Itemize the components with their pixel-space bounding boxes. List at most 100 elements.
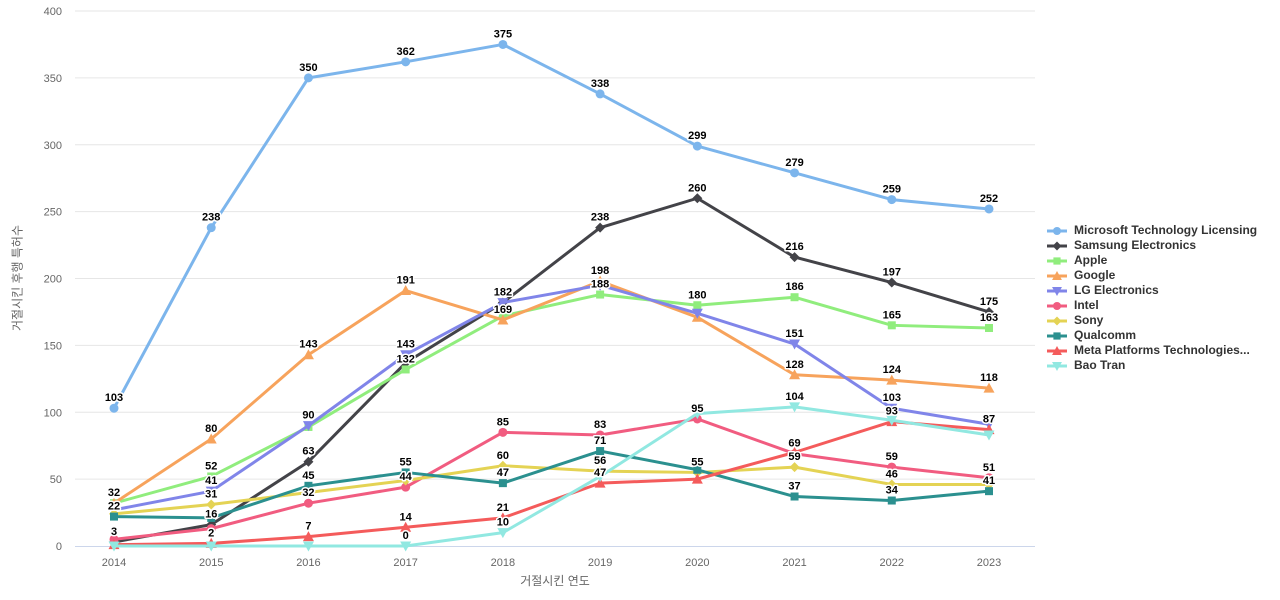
square-marker[interactable] — [985, 487, 993, 496]
circle-marker[interactable] — [206, 223, 216, 233]
diamond-marker[interactable] — [886, 277, 897, 288]
square-marker[interactable] — [1053, 331, 1061, 340]
triangle-down-marker[interactable] — [400, 350, 412, 361]
triangle-down-marker[interactable] — [886, 415, 898, 426]
series-line[interactable] — [112, 420, 991, 547]
triangle-marker[interactable] — [400, 521, 412, 532]
square-marker[interactable] — [207, 472, 216, 481]
triangle-marker[interactable] — [1052, 345, 1062, 355]
series-lg-electronics[interactable] — [108, 280, 995, 516]
legend-item-qualcomm[interactable]: Qualcomm — [1045, 328, 1257, 343]
triangle-down-marker[interactable] — [1052, 286, 1062, 296]
triangle-down-marker[interactable] — [789, 339, 801, 350]
triangle-down-marker[interactable] — [497, 528, 509, 539]
series-qualcomm[interactable] — [110, 447, 993, 522]
square-marker[interactable] — [790, 293, 799, 302]
legend-item-lg-electronics[interactable]: LG Electronics — [1045, 283, 1257, 298]
legend-item-meta-platforms-technologies[interactable]: Meta Platforms Technologies... — [1045, 343, 1257, 358]
circle-marker[interactable] — [790, 168, 800, 178]
square-marker[interactable] — [1053, 256, 1061, 265]
square-marker[interactable] — [790, 492, 799, 501]
circle-marker[interactable] — [595, 430, 605, 440]
triangle-marker[interactable] — [302, 349, 314, 360]
triangle-down-marker[interactable] — [108, 541, 120, 552]
triangle-down-marker[interactable] — [594, 471, 606, 482]
circle-marker[interactable] — [692, 141, 702, 151]
legend-item-sony[interactable]: Sony — [1045, 313, 1257, 328]
legend-item-google[interactable]: Google — [1045, 268, 1257, 283]
circle-marker[interactable] — [1052, 301, 1062, 310]
triangle-marker[interactable] — [594, 477, 606, 488]
diamond-marker[interactable] — [984, 306, 994, 317]
triangle-down-marker[interactable] — [594, 280, 606, 291]
triangle-down-marker[interactable] — [400, 541, 412, 552]
diamond-marker[interactable] — [206, 499, 217, 510]
series-line[interactable] — [112, 42, 991, 410]
square-marker[interactable] — [596, 290, 605, 299]
diamond-marker[interactable] — [789, 252, 800, 263]
circle-marker[interactable] — [303, 73, 313, 83]
diamond-marker[interactable] — [1052, 241, 1062, 250]
square-marker[interactable] — [887, 321, 896, 330]
diamond-marker[interactable] — [595, 222, 606, 233]
diamond-marker[interactable] — [1052, 316, 1062, 325]
square-marker[interactable] — [985, 323, 993, 332]
series-line[interactable] — [112, 196, 991, 544]
triangle-marker[interactable] — [108, 497, 120, 508]
square-marker[interactable] — [498, 479, 507, 488]
square-marker[interactable] — [693, 465, 702, 474]
triangle-down-marker[interactable] — [205, 541, 217, 552]
series-line[interactable] — [112, 283, 991, 512]
circle-marker[interactable] — [206, 524, 216, 534]
diamond-marker[interactable] — [692, 193, 703, 204]
circle-marker[interactable] — [1052, 226, 1062, 235]
triangle-down-marker[interactable] — [983, 430, 995, 441]
circle-marker[interactable] — [401, 57, 411, 67]
triangle-marker[interactable] — [886, 374, 898, 385]
series-google[interactable] — [108, 275, 995, 508]
triangle-down-marker[interactable] — [691, 409, 703, 420]
diamond-marker[interactable] — [400, 357, 411, 368]
triangle-down-marker[interactable] — [691, 308, 703, 319]
series-meta-platforms-technologies[interactable] — [108, 416, 995, 550]
triangle-marker[interactable] — [983, 382, 995, 393]
triangle-marker[interactable] — [789, 446, 801, 457]
series-line[interactable] — [112, 449, 991, 520]
diamond-marker[interactable] — [400, 475, 411, 486]
series-line[interactable] — [112, 405, 991, 548]
legend-item-apple[interactable]: Apple — [1045, 253, 1257, 268]
legend-item-intel[interactable]: Intel — [1045, 298, 1257, 313]
triangle-down-marker[interactable] — [497, 298, 509, 309]
triangle-marker[interactable] — [205, 433, 217, 444]
series-line[interactable] — [112, 417, 991, 541]
triangle-down-marker[interactable] — [205, 486, 217, 497]
circle-marker[interactable] — [595, 89, 605, 99]
triangle-marker[interactable] — [691, 473, 703, 484]
square-marker[interactable] — [110, 512, 118, 521]
triangle-marker[interactable] — [302, 531, 314, 542]
triangle-down-marker[interactable] — [302, 421, 314, 432]
triangle-marker[interactable] — [1052, 270, 1062, 280]
triangle-down-marker[interactable] — [886, 403, 898, 414]
circle-marker[interactable] — [887, 462, 897, 472]
legend-item-microsoft-technology-licensing[interactable]: Microsoft Technology Licensing — [1045, 223, 1257, 238]
circle-marker[interactable] — [498, 427, 508, 437]
diamond-marker[interactable] — [789, 462, 800, 473]
circle-marker[interactable] — [887, 195, 897, 205]
triangle-marker[interactable] — [789, 369, 801, 380]
diamond-marker[interactable] — [497, 460, 508, 471]
series-line[interactable] — [112, 293, 991, 505]
circle-marker[interactable] — [401, 482, 411, 492]
circle-marker[interactable] — [303, 498, 313, 508]
triangle-marker[interactable] — [400, 285, 412, 296]
square-marker[interactable] — [401, 365, 410, 374]
circle-marker[interactable] — [109, 403, 119, 413]
diamond-marker[interactable] — [984, 479, 994, 490]
triangle-down-marker[interactable] — [1052, 361, 1062, 371]
square-marker[interactable] — [887, 496, 896, 505]
series-bao-tran[interactable] — [108, 402, 995, 552]
series-samsung-electronics[interactable] — [109, 193, 994, 547]
square-marker[interactable] — [207, 513, 216, 522]
legend-item-samsung-electronics[interactable]: Samsung Electronics — [1045, 238, 1257, 253]
square-marker[interactable] — [304, 481, 313, 490]
